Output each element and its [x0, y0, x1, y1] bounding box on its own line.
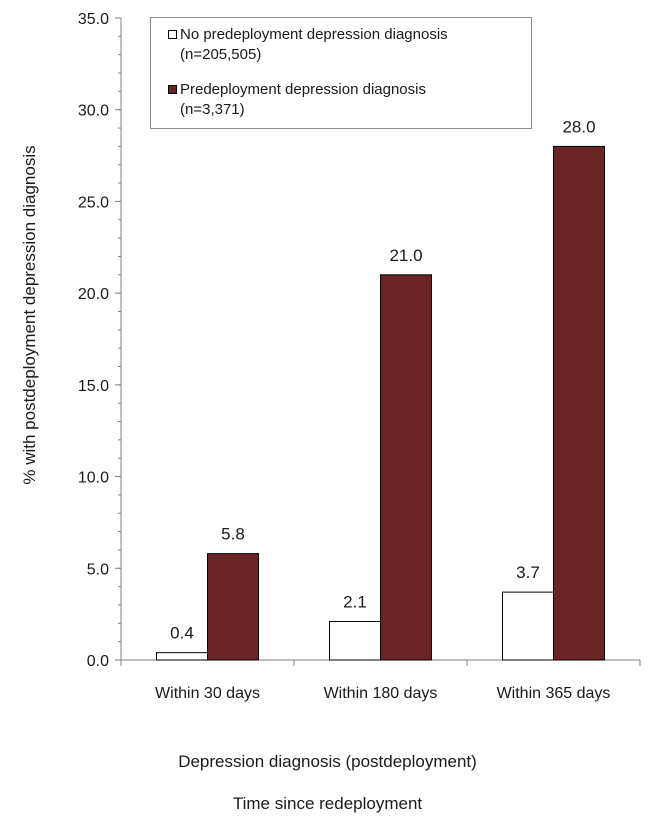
data-label: 0.4	[170, 624, 194, 643]
legend-count-predeployment: (n=3,371)	[180, 101, 245, 118]
y-tick-label: 15.0	[78, 378, 109, 395]
data-label: 2.1	[343, 592, 367, 611]
legend-label-no-predeployment: No predeployment depression diagnosis	[180, 26, 448, 43]
y-axis-title-wrap: % with postdeployment depression diagnos…	[0, 0, 60, 660]
legend-swatch-predeployment	[168, 85, 177, 94]
legend-label-predeployment: Predeployment depression diagnosis	[180, 81, 426, 98]
data-label: 28.0	[562, 117, 595, 136]
y-tick-label: 0.0	[87, 653, 109, 670]
bar-predeployment	[207, 553, 259, 661]
data-label: 21.0	[389, 246, 422, 265]
bar-no-predeployment	[156, 652, 208, 661]
x-axis-subtitle: Time since redeployment	[232, 794, 423, 813]
y-axis-title: % with postdeployment depression diagnos…	[20, 145, 39, 485]
y-tick-label: 20.0	[78, 286, 109, 303]
y-tick-label: 10.0	[78, 470, 109, 487]
y-tick-label: 35.0	[78, 11, 109, 28]
y-tick-label: 25.0	[78, 194, 109, 211]
y-tick-label: 30.0	[78, 103, 109, 120]
data-label: 5.8	[221, 525, 245, 544]
legend-swatch-no-predeployment	[168, 30, 177, 39]
x-tick-label: Within 180 days	[324, 685, 438, 702]
bar-no-predeployment	[329, 620, 381, 661]
data-label: 3.7	[516, 563, 540, 582]
legend: No predeployment depression diagnosis (n…	[150, 17, 532, 129]
bar-predeployment	[380, 274, 432, 661]
legend-count-no-predeployment: (n=205,505)	[180, 46, 262, 63]
x-axis-title: Depression diagnosis (postdeployment)	[178, 752, 477, 771]
x-tick-label: Within 30 days	[155, 685, 260, 702]
x-tick-label: Within 365 days	[497, 685, 611, 702]
bar-no-predeployment	[502, 591, 554, 661]
y-tick-label: 5.0	[87, 561, 109, 578]
bar-predeployment	[553, 145, 605, 661]
